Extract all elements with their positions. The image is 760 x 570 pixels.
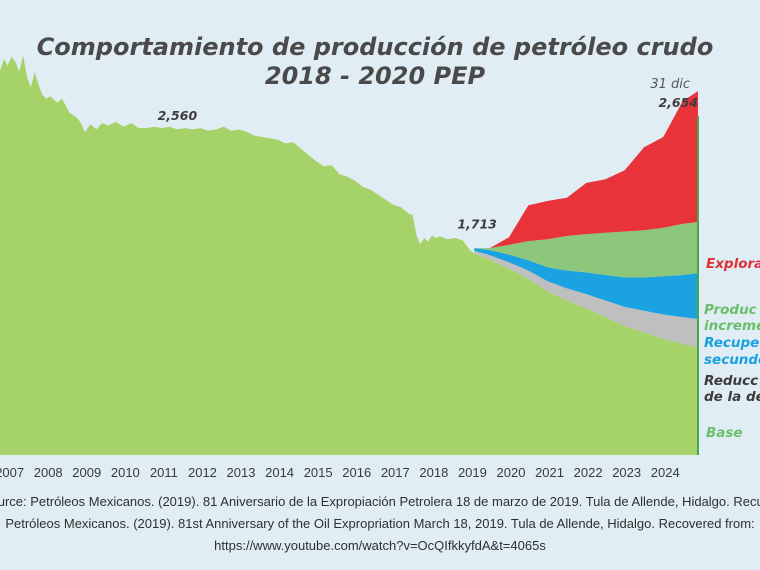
x-tick-2020: 2020 (497, 465, 526, 480)
x-tick-2022: 2022 (574, 465, 603, 480)
source-line-1: Source: Petróleos Mexicanos. (2019). 81 … (0, 494, 760, 509)
x-tick-2012: 2012 (188, 465, 217, 480)
x-tick-2011: 2011 (150, 465, 178, 480)
legend-label-recuperacion-line2: secunde (704, 352, 760, 368)
x-tick-2015: 2015 (304, 465, 333, 480)
area-forecast-produccion-incremental (474, 222, 698, 278)
source-line-3[interactable]: https://www.youtube.com/watch?v=OcQIfkky… (214, 538, 546, 553)
x-tick-2008: 2008 (34, 465, 63, 480)
annotation-2654: 2,654 (658, 95, 698, 110)
x-tick-2017: 2017 (381, 465, 410, 480)
legend-label-exploracion: Explora (706, 256, 760, 272)
legend-label-recuperacion-line1: Recupe (704, 335, 759, 351)
annotation-2560: 2,560 (158, 108, 198, 123)
chart-subtitle: 2018 - 2020 PEP (265, 62, 486, 90)
x-tick-2009: 2009 (72, 465, 101, 480)
legend-label-base: Base (706, 425, 743, 441)
area-forecast-exploracion (474, 91, 698, 249)
annotation-1713: 1,713 (457, 216, 497, 231)
area-forecast-base (474, 253, 698, 455)
annotations: 2,560 1,713 2,654 31 dic (158, 77, 698, 231)
x-tick-2016: 2016 (342, 465, 371, 480)
legend-label-produccion-line2: increme (704, 318, 760, 334)
legend-label-reduccion-line2: de la de (704, 389, 760, 405)
legend-label-produccion-line1: Produc (704, 302, 757, 318)
x-tick-2010: 2010 (111, 465, 140, 480)
area-forecast-recuperacion-secundaria (474, 248, 698, 319)
x-tick-2018: 2018 (419, 465, 448, 480)
x-axis-ticks: 2007 2008 2009 2010 2011 2012 2013 2014 2015 2016… (0, 465, 680, 480)
legend-label-reduccion-line1: Reducc (704, 373, 758, 389)
area-historical-base (0, 55, 475, 456)
x-tick-2007: 2007 (0, 465, 24, 480)
x-tick-2023: 2023 (612, 465, 641, 480)
x-tick-2014: 2014 (265, 465, 294, 480)
area-forecast-reduccion-de-la-declinacion (474, 250, 698, 348)
annotation-31dic: 31 dic (650, 77, 690, 92)
x-tick-2024: 2024 (651, 465, 680, 480)
chart-title: Comportamiento de producción de petróleo… (37, 33, 714, 61)
legend: Explora Produc increme Recupe secunde Re… (704, 256, 760, 441)
x-tick-2013: 2013 (227, 465, 256, 480)
plot-areas (0, 55, 699, 456)
x-tick-2021: 2021 (535, 465, 564, 480)
source-line-2: Petróleos Mexicanos. (2019). 81st Annive… (5, 516, 755, 531)
x-tick-2019: 2019 (458, 465, 487, 480)
